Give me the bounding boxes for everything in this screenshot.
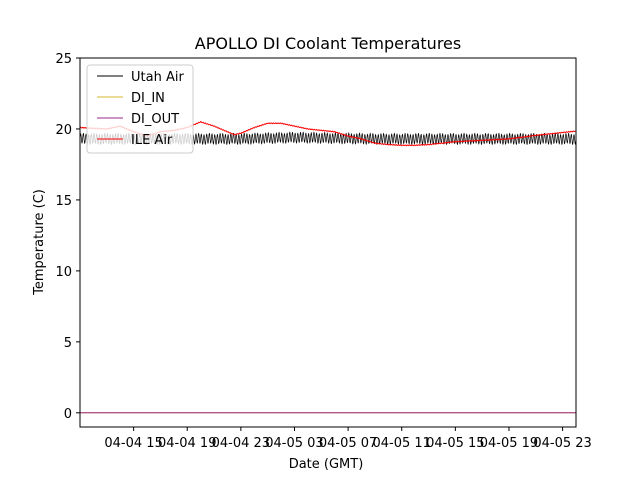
x-tick-label: 04-05 19 <box>480 436 538 451</box>
y-axis-ticks: 0 5 10 15 20 25 <box>55 52 80 422</box>
legend: Utah Air DI_IN DI_OUT ILE Air <box>86 64 194 154</box>
x-tick-label: 04-05 11 <box>373 436 431 451</box>
legend-box <box>86 64 194 154</box>
x-tick-label: 04-05 15 <box>426 436 484 451</box>
y-tick-label: 5 <box>64 336 72 351</box>
legend-label: DI_OUT <box>131 112 179 127</box>
x-tick-label: 04-05 03 <box>265 436 323 451</box>
y-tick-label: 10 <box>55 265 72 280</box>
x-tick-label: 04-05 23 <box>533 436 591 451</box>
legend-label: Utah Air <box>131 70 184 85</box>
y-tick-label: 15 <box>55 194 72 209</box>
chart-title: APOLLO DI Coolant Temperatures <box>195 34 461 53</box>
y-tick-label: 0 <box>64 407 72 422</box>
legend-label: ILE Air <box>131 133 173 148</box>
x-tick-label: 04-04 19 <box>158 436 216 451</box>
y-tick-label: 20 <box>55 123 72 138</box>
y-axis-label: Temperature (C) <box>32 189 47 296</box>
x-axis-label: Date (GMT) <box>289 457 364 472</box>
x-tick-label: 04-04 23 <box>212 436 270 451</box>
y-tick-label: 25 <box>55 52 72 67</box>
x-tick-label: 04-04 15 <box>104 436 162 451</box>
legend-label: DI_IN <box>131 91 165 106</box>
plot-frame <box>79 57 577 428</box>
x-tick-label: 04-05 07 <box>319 436 377 451</box>
